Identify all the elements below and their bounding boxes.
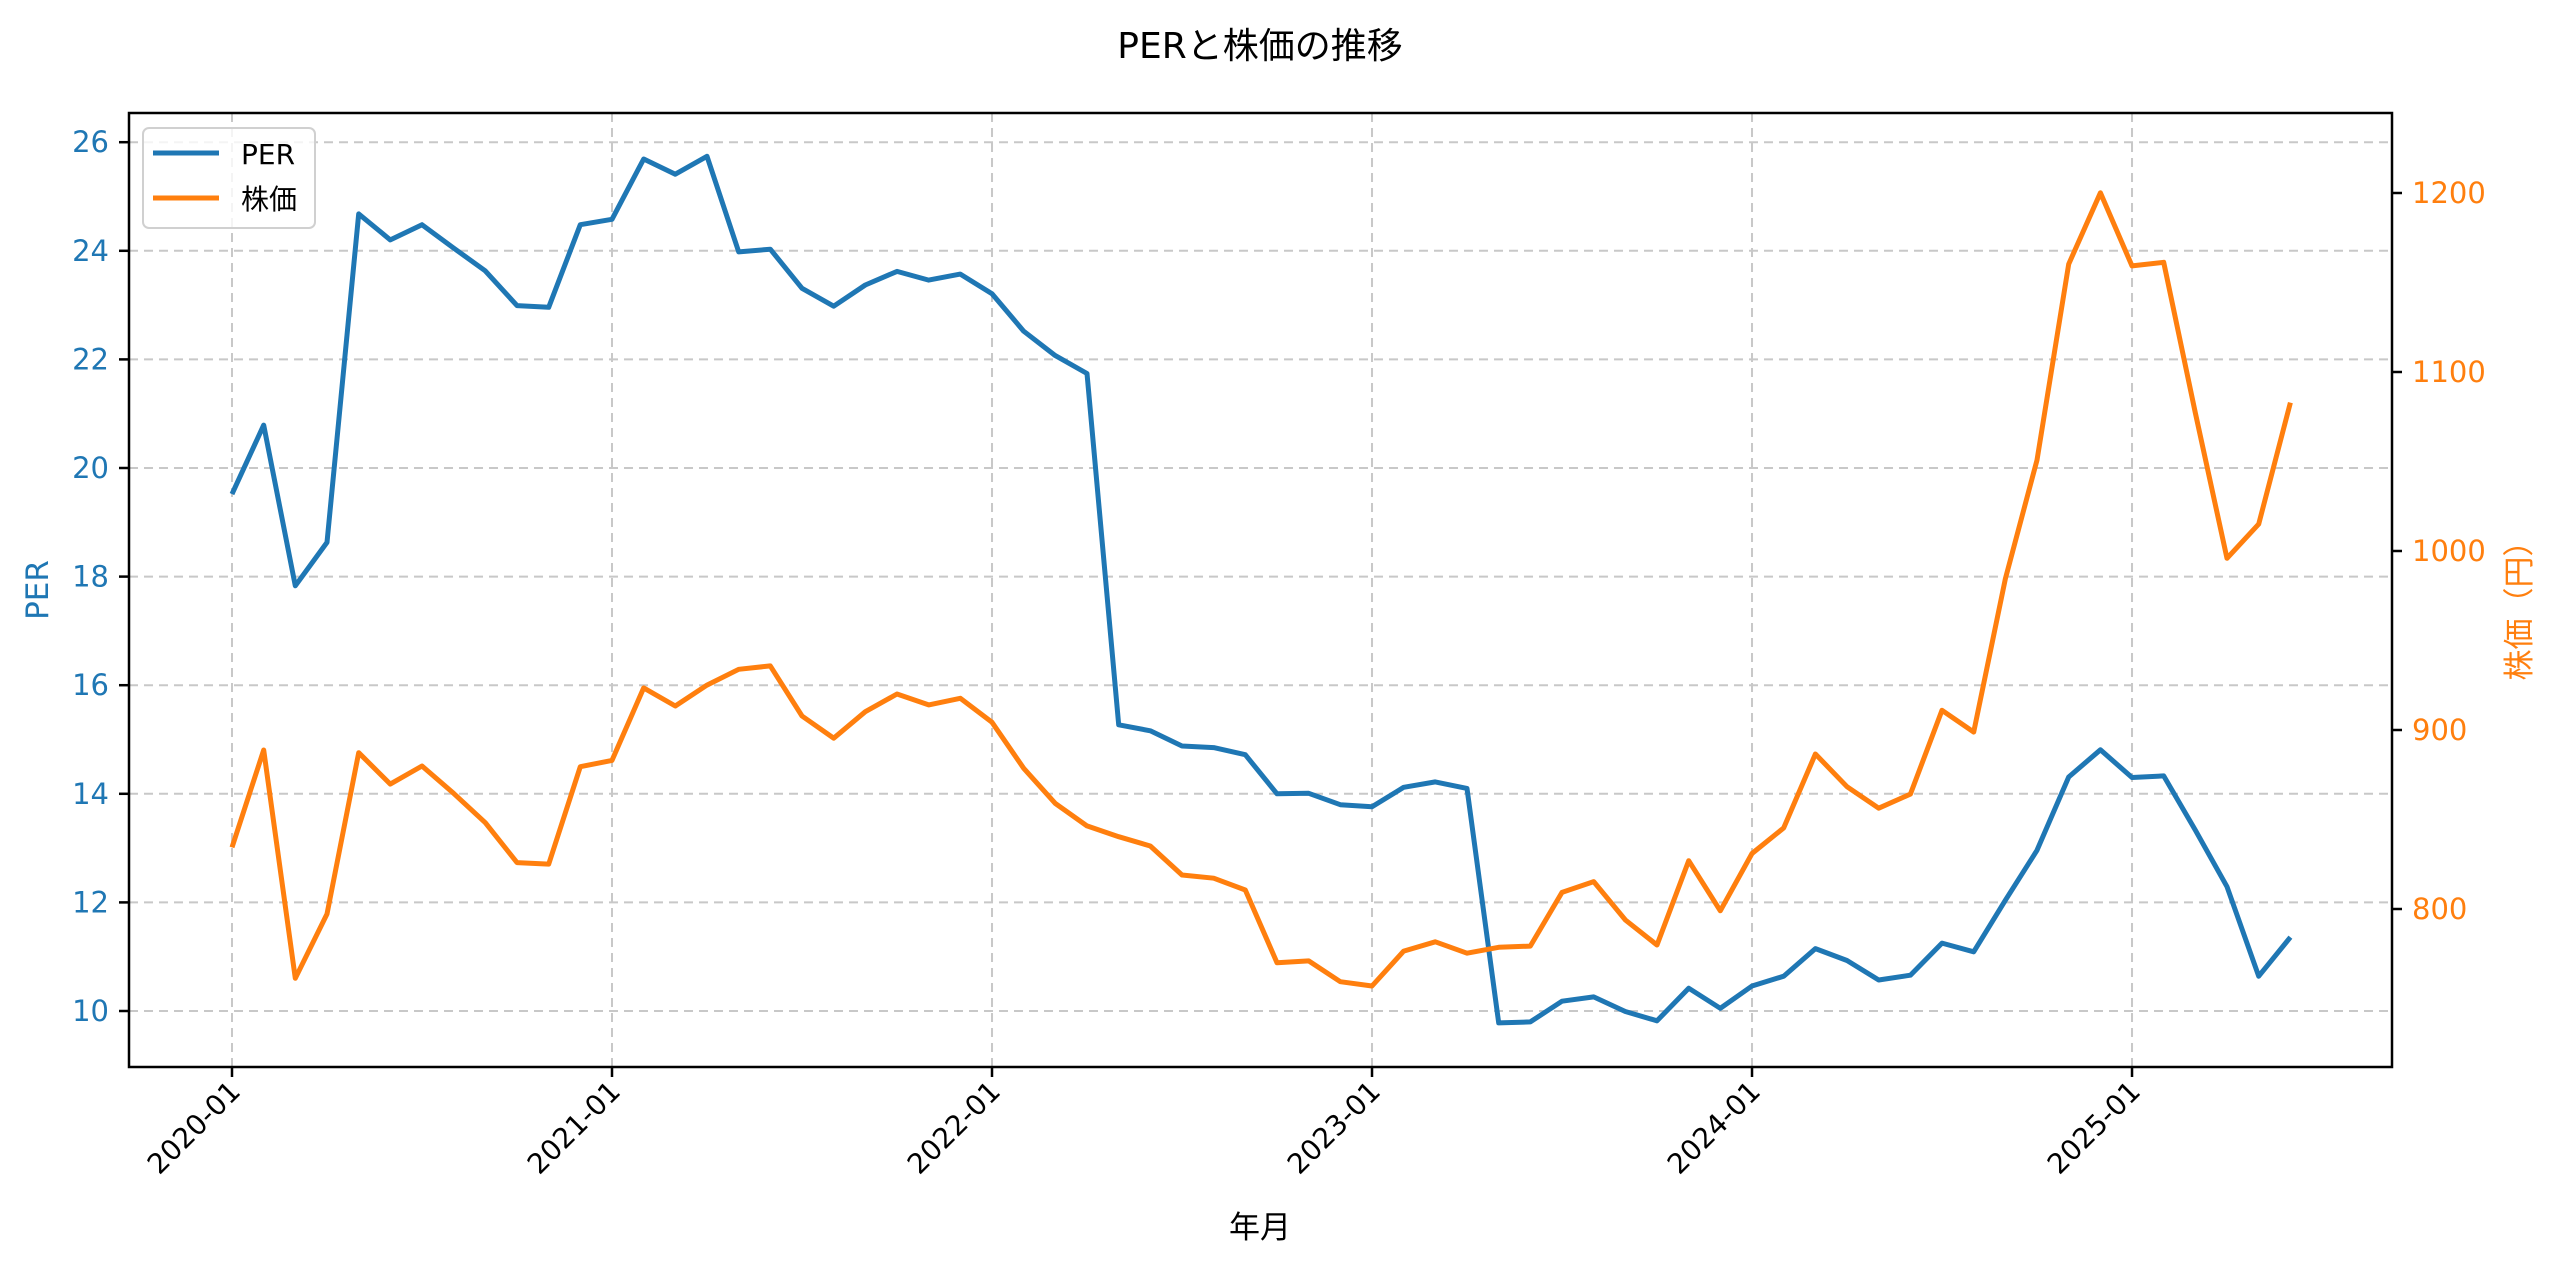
left-tick-label: 14 — [72, 777, 109, 811]
legend: PER 株価 — [142, 127, 316, 229]
per-line — [229, 153, 2293, 1026]
y-axis-label-right: 株価（円） — [2502, 526, 2538, 681]
right-tick-label: 1000 — [2412, 534, 2486, 568]
right-tick-label: 900 — [2412, 713, 2467, 747]
right-tick-label: 800 — [2412, 892, 2467, 926]
x-tick-label: 2020-01 — [141, 1075, 247, 1181]
price-line — [229, 190, 2293, 989]
left-tick-label: 16 — [72, 668, 109, 702]
legend-per-label: PER — [241, 138, 295, 171]
left-y-axis: 10 12 14 16 18 20 22 24 26 — [72, 125, 129, 1028]
x-axis: 2020-01 2021-01 2022-01 2023-01 2024-01 2025-… — [141, 1067, 2147, 1181]
left-tick-label: 20 — [72, 451, 109, 485]
x-axis-label: 年月 — [1229, 1210, 1291, 1246]
right-y-axis: 800 900 1000 1100 1200 — [2392, 176, 2486, 926]
right-tick-label: 1200 — [2412, 176, 2486, 210]
right-tick-label: 1100 — [2412, 355, 2486, 389]
left-tick-label: 24 — [72, 234, 109, 268]
legend-price-label: 株価 — [241, 183, 297, 216]
chart-title: PERと株価の推移 — [1117, 26, 1402, 67]
x-tick-label: 2021-01 — [521, 1075, 627, 1181]
left-tick-label: 12 — [72, 885, 109, 919]
y-axis-label-left: PER — [20, 560, 56, 620]
grid — [129, 113, 2392, 1067]
x-tick-label: 2025-01 — [2041, 1075, 2147, 1181]
x-tick-label: 2024-01 — [1661, 1075, 1767, 1181]
left-tick-label: 18 — [72, 560, 109, 594]
left-tick-label: 22 — [72, 342, 109, 376]
x-tick-label: 2022-01 — [901, 1075, 1007, 1181]
series-layer — [229, 153, 2293, 1026]
left-tick-label: 26 — [72, 125, 109, 159]
plot-area-frame — [127, 111, 2394, 1069]
left-tick-label: 10 — [72, 994, 109, 1028]
x-tick-label: 2023-01 — [1281, 1075, 1387, 1181]
